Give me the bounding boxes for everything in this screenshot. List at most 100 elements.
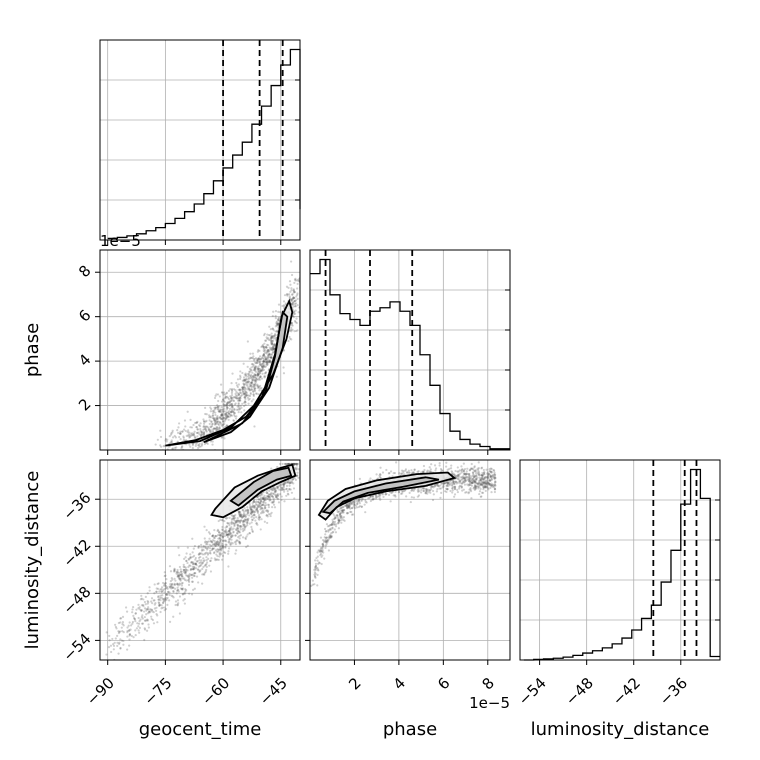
sample-point [266,363,269,366]
sample-point [378,493,382,496]
sample-point [243,401,246,404]
sample-point [487,482,491,485]
sample-point [253,378,256,381]
sample-point [166,587,169,590]
sample-point [487,482,491,485]
sample-point [487,474,490,477]
sample-point [238,541,241,544]
sample-point [187,434,190,437]
sample-point [235,384,239,387]
sample-point [214,406,217,409]
sample-point [259,502,262,505]
sample-point [245,391,248,394]
sample-point [137,607,140,610]
sample-point [153,603,156,606]
sample-point [218,531,221,534]
sample-point [217,537,220,540]
sample-point [165,598,168,602]
sample-point [350,510,353,514]
sample-point [267,349,270,352]
sample-point [192,568,195,571]
sample-point [271,334,274,338]
sample-point [254,381,257,384]
sample-point [321,545,325,548]
sample-point [240,513,243,517]
sample-point [456,477,459,481]
sample-point [205,551,208,554]
sample-point [435,490,438,493]
sample-point [197,581,200,584]
sample-point [222,393,225,396]
sample-point [267,337,270,340]
sample-point [265,489,269,492]
sample-point [449,480,452,483]
sample-point [165,593,168,597]
sample-point [289,329,292,332]
sample-point [424,488,427,491]
sample-point [250,512,253,515]
sample-point [239,541,242,545]
sample-point [281,488,284,491]
sample-point [278,485,281,488]
sample-point [194,562,197,565]
sample-point [471,481,474,485]
sample-point [173,569,176,572]
sample-point [133,617,136,620]
sample-point [200,559,203,562]
sample-point [324,537,327,540]
sample-point [128,633,131,636]
sample-point [487,487,490,490]
sample-point [462,477,465,480]
sample-point [203,571,207,574]
sample-point [249,356,252,359]
sample-point [274,491,277,494]
x-axis-label-luminosity_distance: luminosity_distance [531,719,710,740]
sample-point [360,498,363,501]
sample-point [246,388,249,391]
sample-point [229,543,232,546]
sample-point [244,536,247,540]
sample-point [172,590,175,593]
sample-point [267,350,270,353]
sample-point [201,440,205,443]
sample-point [255,508,259,511]
sample-point [409,500,412,504]
sample-point [214,408,217,411]
sample-point [476,476,479,479]
sample-point [161,589,164,592]
sample-point [465,472,468,475]
sample-point [158,604,161,607]
sample-point [169,451,171,453]
sample-point [228,516,231,519]
sample-point [224,395,227,398]
sample-point [246,511,249,515]
sample-point [184,566,187,569]
sample-point [206,540,209,543]
sample-point [255,358,259,361]
sample-point [276,494,280,497]
sample-point [261,343,265,347]
sample-point [248,503,251,506]
sample-point [340,515,343,518]
sample-point [238,388,242,391]
y-tick-label-luminosity_distance: −54 [59,630,94,665]
sample-point [202,428,205,431]
sample-point [260,364,263,367]
sample-point [293,497,296,500]
sample-point [314,562,318,565]
sample-point [471,481,474,484]
sample-point [289,298,292,301]
sample-point [220,415,223,418]
sample-point [164,584,167,588]
sample-point [119,647,122,650]
sample-point [297,278,300,281]
sample-point [218,555,221,558]
sample-point [217,542,221,545]
sample-point [493,477,496,480]
sample-point [182,570,185,573]
sample-point [275,495,278,498]
sample-point [463,472,466,475]
sample-point [461,478,464,481]
sample-point [466,467,469,470]
sample-point [257,378,260,381]
